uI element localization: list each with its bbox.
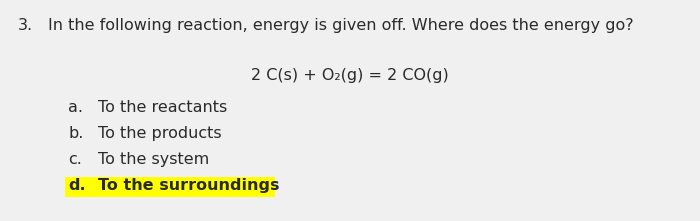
Text: b.: b. [68,126,83,141]
Text: a.: a. [68,100,83,115]
Text: To the surroundings: To the surroundings [98,178,279,193]
Text: c.: c. [68,152,82,167]
Text: 2 C(s) + O₂(g) = 2 CO(g): 2 C(s) + O₂(g) = 2 CO(g) [251,68,449,83]
Text: To the system: To the system [98,152,209,167]
Text: 3.: 3. [18,18,33,33]
Bar [65,177,275,197]
Text: d.: d. [68,178,85,193]
Text: To the products: To the products [98,126,222,141]
Text: In the following reaction, energy is given off. Where does the energy go?: In the following reaction, energy is giv… [48,18,634,33]
Text: To the reactants: To the reactants [98,100,228,115]
